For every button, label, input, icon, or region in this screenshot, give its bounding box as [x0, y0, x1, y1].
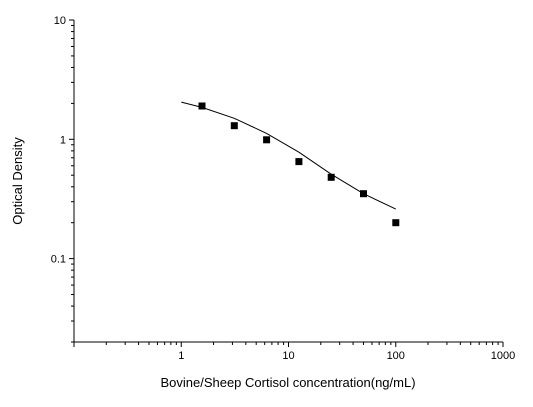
plot-area	[181, 101, 400, 227]
data-point	[230, 122, 238, 130]
data-point	[198, 102, 206, 110]
data-point	[263, 136, 271, 144]
data-point	[327, 173, 335, 181]
x-tick-label: 1000	[491, 350, 515, 362]
y-axis-title: Optical Density	[10, 137, 25, 225]
y-tick-label: 0.1	[51, 254, 66, 266]
x-axis-title: Bovine/Sheep Cortisol concentration(ng/m…	[160, 375, 415, 390]
data-point	[295, 158, 303, 166]
x-tick-label: 1	[178, 350, 184, 362]
y-ticks: 0.1 1 10	[51, 15, 74, 343]
data-point	[360, 190, 367, 198]
data-point	[392, 219, 400, 227]
x-tick-label: 100	[387, 350, 405, 362]
y-tick-label: 10	[54, 15, 66, 27]
x-tick-label: 10	[282, 350, 294, 362]
fitted-curve	[181, 101, 397, 210]
axes	[73, 20, 503, 343]
y-tick-label: 1	[60, 134, 66, 146]
x-ticks: 1 10 100 1000	[73, 342, 515, 362]
